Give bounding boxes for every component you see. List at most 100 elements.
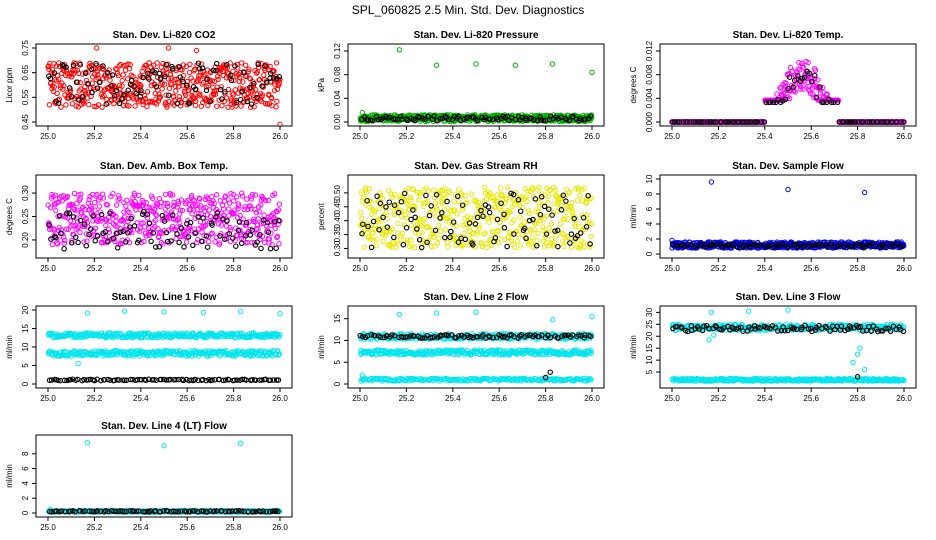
data-point-secondary	[517, 208, 524, 214]
data-point-primary	[269, 95, 275, 102]
data-point-secondary	[199, 65, 206, 71]
data-point-primary	[132, 103, 138, 109]
data-point-primary	[394, 238, 400, 244]
data-point-primary	[390, 240, 397, 247]
data-point-primary-outliers	[473, 61, 479, 67]
data-point-secondary	[137, 93, 144, 100]
data-point-primary	[84, 238, 90, 244]
data-point-secondary	[125, 87, 131, 94]
data-point-secondary	[92, 238, 98, 244]
data-point-secondary	[711, 119, 717, 125]
data-point-primary	[178, 103, 184, 109]
y-tick-label: 0.004	[645, 88, 654, 109]
data-point-secondary	[184, 82, 190, 88]
data-point-primary	[445, 244, 451, 250]
data-point-secondary	[70, 214, 77, 220]
data-point-secondary	[83, 243, 90, 249]
data-point-secondary	[538, 194, 545, 200]
data-point-primary	[197, 219, 204, 225]
data-point-primary	[51, 84, 57, 90]
data-point-primary	[484, 244, 490, 251]
data-point-primary	[59, 198, 65, 204]
data-point-primary	[116, 82, 123, 89]
data-point-secondary	[714, 241, 720, 248]
data-point-secondary	[217, 86, 224, 93]
data-point-secondary	[790, 84, 797, 91]
data-point-primary	[164, 200, 171, 207]
data-point-secondary	[447, 234, 453, 241]
data-point-secondary	[237, 96, 244, 103]
data-point-secondary	[412, 214, 418, 221]
data-point-secondary	[168, 238, 174, 244]
data-point-secondary	[143, 377, 149, 384]
data-point-secondary	[839, 119, 846, 125]
data-point-primary	[247, 76, 254, 82]
data-point-secondary	[566, 117, 573, 124]
data-point-secondary	[265, 229, 272, 236]
data-point-secondary	[568, 231, 575, 237]
data-point-primary-outliers	[277, 311, 283, 317]
data-point-secondary	[46, 222, 52, 228]
data-point-primary	[97, 195, 103, 201]
data-point-secondary	[163, 229, 170, 236]
data-point-secondary	[398, 198, 405, 205]
data-point-secondary	[412, 117, 418, 124]
data-point-primary	[581, 185, 588, 191]
panel-title: Stan. Dev. Li-820 Pressure	[414, 30, 539, 41]
y-tick-label: 0.00	[333, 114, 342, 130]
data-point-secondary	[63, 64, 69, 70]
data-point-primary	[90, 218, 96, 224]
data-point-secondary	[364, 197, 370, 204]
data-point-secondary	[841, 119, 847, 125]
data-point-primary	[138, 90, 145, 96]
data-point-primary	[258, 202, 264, 208]
data-point-primary	[183, 239, 190, 245]
data-points	[357, 47, 595, 125]
data-point-primary	[249, 239, 255, 246]
data-point-secondary	[835, 242, 842, 249]
data-point-primary	[557, 221, 564, 227]
data-point-primary	[209, 193, 215, 200]
data-point-secondary	[125, 230, 131, 236]
data-point-secondary	[177, 74, 183, 80]
data-point-primary-middle	[60, 348, 67, 355]
data-point-secondary	[425, 113, 432, 120]
data-point-primary	[74, 67, 81, 73]
data-point-secondary	[204, 76, 210, 83]
data-point-secondary	[82, 70, 89, 77]
data-point-primary-middle	[183, 353, 189, 359]
data-point-secondary	[180, 78, 186, 85]
data-point-secondary	[552, 228, 558, 234]
data-point-primary	[272, 225, 278, 232]
panel-title: Stan. Dev. Amb. Box Temp.	[100, 161, 228, 172]
data-point-secondary	[81, 221, 88, 228]
data-point-primary	[434, 207, 440, 213]
data-point-secondary	[176, 239, 182, 246]
data-point-secondary	[148, 238, 154, 245]
data-point-secondary	[195, 214, 201, 220]
data-point-primary	[60, 86, 66, 92]
data-point-primary-middle	[57, 349, 64, 355]
data-point-primary-outliers	[75, 360, 81, 367]
data-point-secondary	[807, 241, 813, 248]
data-point-primary	[95, 102, 102, 108]
data-point-secondary	[276, 217, 282, 224]
x-tick-label: 25.8	[226, 132, 242, 141]
y-tick-label: 4	[645, 221, 654, 226]
data-point-secondary	[91, 377, 98, 384]
x-tick-label: 25.6	[491, 132, 507, 141]
data-point-primary	[797, 67, 803, 73]
data-point-secondary	[391, 234, 397, 241]
data-point-secondary	[571, 215, 577, 222]
data-point-primary	[61, 240, 68, 247]
data-point-primary	[572, 185, 579, 192]
data-point-primary	[235, 206, 241, 212]
data-point-secondary	[444, 198, 450, 205]
data-point-secondary	[153, 84, 160, 90]
data-point-primary	[495, 240, 502, 246]
data-point-primary	[209, 230, 215, 236]
data-point-secondary	[77, 61, 83, 68]
data-point-primary	[103, 222, 109, 229]
data-point-primary	[86, 101, 92, 108]
y-tick-label: 0.50	[333, 185, 342, 201]
